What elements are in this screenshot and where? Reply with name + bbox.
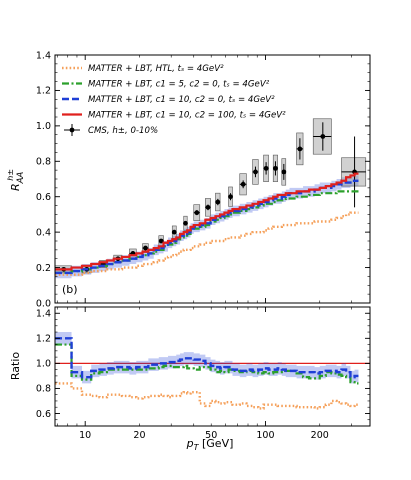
- cms-point: [273, 165, 278, 171]
- lower-panel: 0.6 0.8 1.0 1.2 1.4 10 20 50 100 200 Ratio: [9, 306, 371, 441]
- y-tick-label: 0.0: [36, 298, 51, 309]
- legend-label: MATTER + LBT, c1 = 10, c2 = 0, tₛ = 4GeV…: [88, 95, 275, 105]
- cms-data: [54, 118, 367, 274]
- x-tick-label: 10: [79, 430, 91, 441]
- cms-point: [215, 199, 221, 205]
- legend-label: MATTER + LBT, HTL, tₛ = 4GeV²: [88, 64, 224, 74]
- cms-point: [228, 194, 233, 200]
- uncertainty-band: [55, 332, 359, 384]
- series-line: [55, 172, 359, 271]
- series-line: [55, 343, 359, 385]
- cms-point: [281, 169, 287, 175]
- y-tick-label: 0.8: [36, 157, 51, 168]
- cms-point: [171, 229, 177, 235]
- cms-point: [143, 245, 148, 251]
- y-tick-label: 0.4: [36, 227, 51, 238]
- cms-point: [183, 220, 188, 226]
- legend-label: MATTER + LBT, c1 = 5, c2 = 0, tₛ = 4GeV²: [88, 80, 270, 90]
- x-tick-label: 200: [311, 430, 329, 441]
- y-tick-label: 0.2: [36, 263, 51, 274]
- y-tick-label: 1.4: [36, 309, 51, 320]
- panel-label: (b): [62, 283, 78, 296]
- cms-point: [320, 134, 326, 139]
- legend-cms-marker: [69, 127, 75, 133]
- x-tick-label: 50: [205, 430, 217, 441]
- cms-point: [158, 238, 164, 244]
- x-axis-title: pT [GeV]: [186, 437, 234, 452]
- x-tick-label: 20: [133, 430, 145, 441]
- y-axis-title-lower: Ratio: [9, 352, 22, 381]
- y-tick-label: 1.2: [36, 334, 51, 345]
- series-line: [55, 211, 359, 276]
- cms-point: [205, 204, 211, 210]
- y-tick-label: 0.8: [36, 384, 51, 395]
- series-line: [55, 382, 359, 410]
- cms-point: [297, 146, 303, 152]
- y-tick-label: 1.4: [36, 50, 51, 61]
- legend-label: CMS, h±, 0-10%: [88, 126, 158, 136]
- cms-point: [194, 210, 200, 216]
- cms-point: [263, 165, 269, 171]
- series-line: [55, 337, 359, 379]
- series-line: [55, 190, 359, 274]
- legend: MATTER + LBT, HTL, tₛ = 4GeV² MATTER + LB…: [62, 64, 286, 136]
- plot-frame: [54, 306, 371, 427]
- cms-point: [253, 169, 258, 175]
- y-tick-label: 0.6: [36, 192, 51, 203]
- y-tick-label: 1.0: [36, 121, 51, 132]
- y-tick-label: 1.2: [36, 86, 51, 97]
- upper-panel: 0.0 0.2 0.4 0.6 0.8 1.0 1.2 1.4 RAAh± (b) MATTER +…: [6, 50, 371, 309]
- x-tick-label: 100: [256, 430, 274, 441]
- y-tick-label: 0.6: [36, 409, 51, 420]
- y-axis-title-upper: RAAh±: [6, 169, 26, 191]
- y-tick-label: 1.0: [36, 359, 51, 370]
- cms-point: [240, 181, 246, 187]
- legend-label: MATTER + LBT, c1 = 10, c2 = 100, tₛ = 4G…: [88, 111, 286, 121]
